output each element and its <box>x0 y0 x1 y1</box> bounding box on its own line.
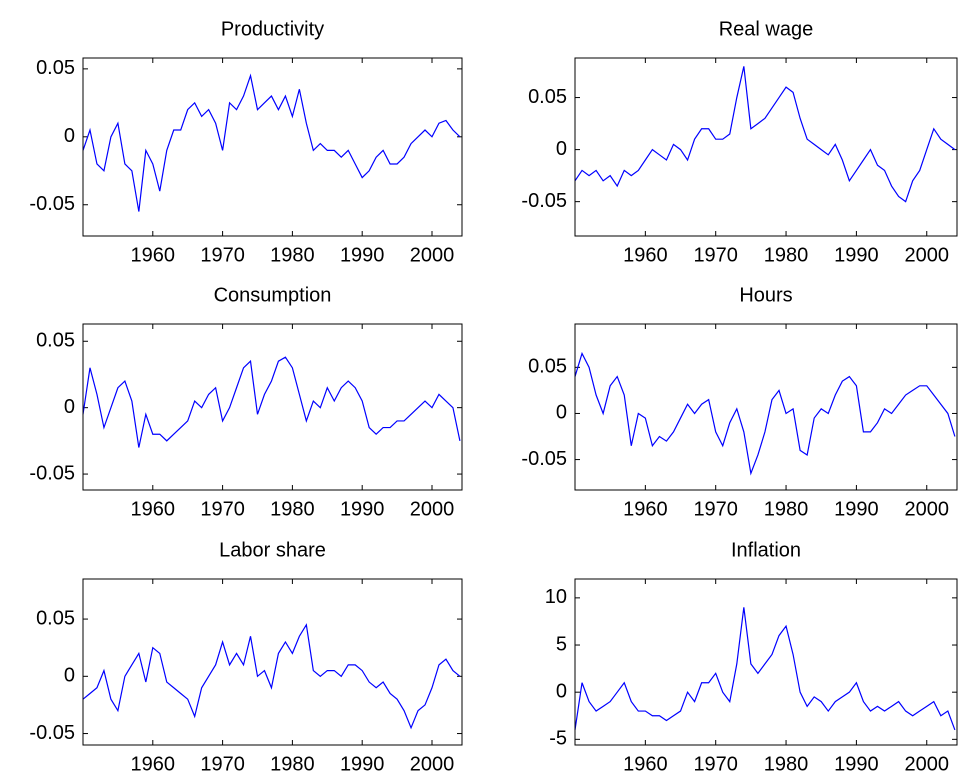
subplot-title: Real wage <box>719 18 814 40</box>
axes-frame <box>82 323 463 491</box>
x-tick-label: 1960 <box>131 498 176 520</box>
x-tick-label: 1980 <box>270 498 315 520</box>
x-tick-label: 1990 <box>340 753 385 775</box>
y-tick-label: 0.05 <box>528 356 567 378</box>
y-tick-label: 0.05 <box>36 330 75 352</box>
x-tick-label: 2000 <box>410 753 455 775</box>
y-tick-label: -0.05 <box>29 193 75 215</box>
data-line <box>82 356 461 448</box>
subplot-title: Consumption <box>214 284 332 306</box>
data-line <box>82 623 461 730</box>
x-tick-label: 1980 <box>764 244 809 266</box>
x-tick-label: 2000 <box>904 244 949 266</box>
y-tick-label: -0.05 <box>521 190 567 212</box>
x-tick-label: 1980 <box>270 753 315 775</box>
subplot: Inflation -5 0 5 10 1960 1970 1980 1990 2000 <box>545 539 958 775</box>
x-tick-label: 1990 <box>834 244 879 266</box>
x-tick-label: 1990 <box>340 498 385 520</box>
subplot-title: Productivity <box>221 18 324 40</box>
y-tick-label: 0.05 <box>36 57 75 79</box>
subplot-title: Labor share <box>219 539 326 561</box>
subplot: Labor share -0.05 0 0.05 1960 1970 1980 1990 200… <box>29 539 463 775</box>
subplot-title: Inflation <box>731 539 801 561</box>
x-tick-label: 1970 <box>693 498 738 520</box>
x-tick-label: 1960 <box>131 244 176 266</box>
y-tick-label: -5 <box>549 728 567 750</box>
x-tick-label: 2000 <box>904 498 949 520</box>
axes-frame <box>574 578 958 746</box>
y-tick-label: 0.05 <box>528 86 567 108</box>
x-tick-label: 1970 <box>200 753 245 775</box>
x-tick-label: 1960 <box>623 753 668 775</box>
subplot: Consumption -0.05 0 0.05 1960 1970 1980 1990 200… <box>29 284 463 520</box>
y-tick-label: 0 <box>556 138 567 160</box>
y-tick-label: -0.05 <box>29 722 75 744</box>
y-tick-label: 0 <box>64 396 75 418</box>
y-tick-label: 10 <box>545 586 567 608</box>
y-tick-label: 5 <box>556 633 567 655</box>
subplot-title: Hours <box>739 284 792 306</box>
x-tick-label: 1990 <box>834 498 879 520</box>
x-tick-label: 2000 <box>410 244 455 266</box>
data-line <box>574 66 956 203</box>
y-tick-label: -0.05 <box>29 462 75 484</box>
x-tick-label: 1990 <box>834 753 879 775</box>
y-tick-label: 0 <box>556 680 567 702</box>
subplot: Hours -0.05 0 0.05 1960 1970 1980 1990 2000 <box>521 284 958 520</box>
y-tick-label: -0.05 <box>521 448 567 470</box>
x-tick-label: 2000 <box>904 753 949 775</box>
x-tick-label: 1980 <box>764 753 809 775</box>
axes-frame <box>574 57 958 237</box>
x-tick-label: 1980 <box>270 244 315 266</box>
y-tick-label: 0 <box>556 402 567 424</box>
axes-frame <box>574 323 958 491</box>
x-tick-label: 1980 <box>764 498 809 520</box>
axes-frame <box>82 578 463 746</box>
x-tick-label: 1960 <box>131 753 176 775</box>
data-line <box>574 607 956 731</box>
x-tick-label: 1970 <box>200 244 245 266</box>
x-tick-label: 1960 <box>623 244 668 266</box>
axes-frame <box>82 57 463 237</box>
x-tick-label: 1990 <box>340 244 385 266</box>
x-tick-label: 1970 <box>200 498 245 520</box>
y-tick-label: 0 <box>64 665 75 687</box>
data-line <box>574 351 956 476</box>
y-tick-label: 0.05 <box>36 607 75 629</box>
subplot: Real wage -0.05 0 0.05 1960 1970 1980 1990 2000 <box>521 18 958 266</box>
data-line <box>82 73 461 212</box>
x-tick-label: 1960 <box>623 498 668 520</box>
x-tick-label: 1970 <box>693 753 738 775</box>
x-tick-label: 1970 <box>693 244 738 266</box>
x-tick-label: 2000 <box>410 498 455 520</box>
y-tick-label: 0 <box>64 125 75 147</box>
subplot: Productivity -0.05 0 0.05 1960 1970 1980 1990 20… <box>29 18 463 266</box>
